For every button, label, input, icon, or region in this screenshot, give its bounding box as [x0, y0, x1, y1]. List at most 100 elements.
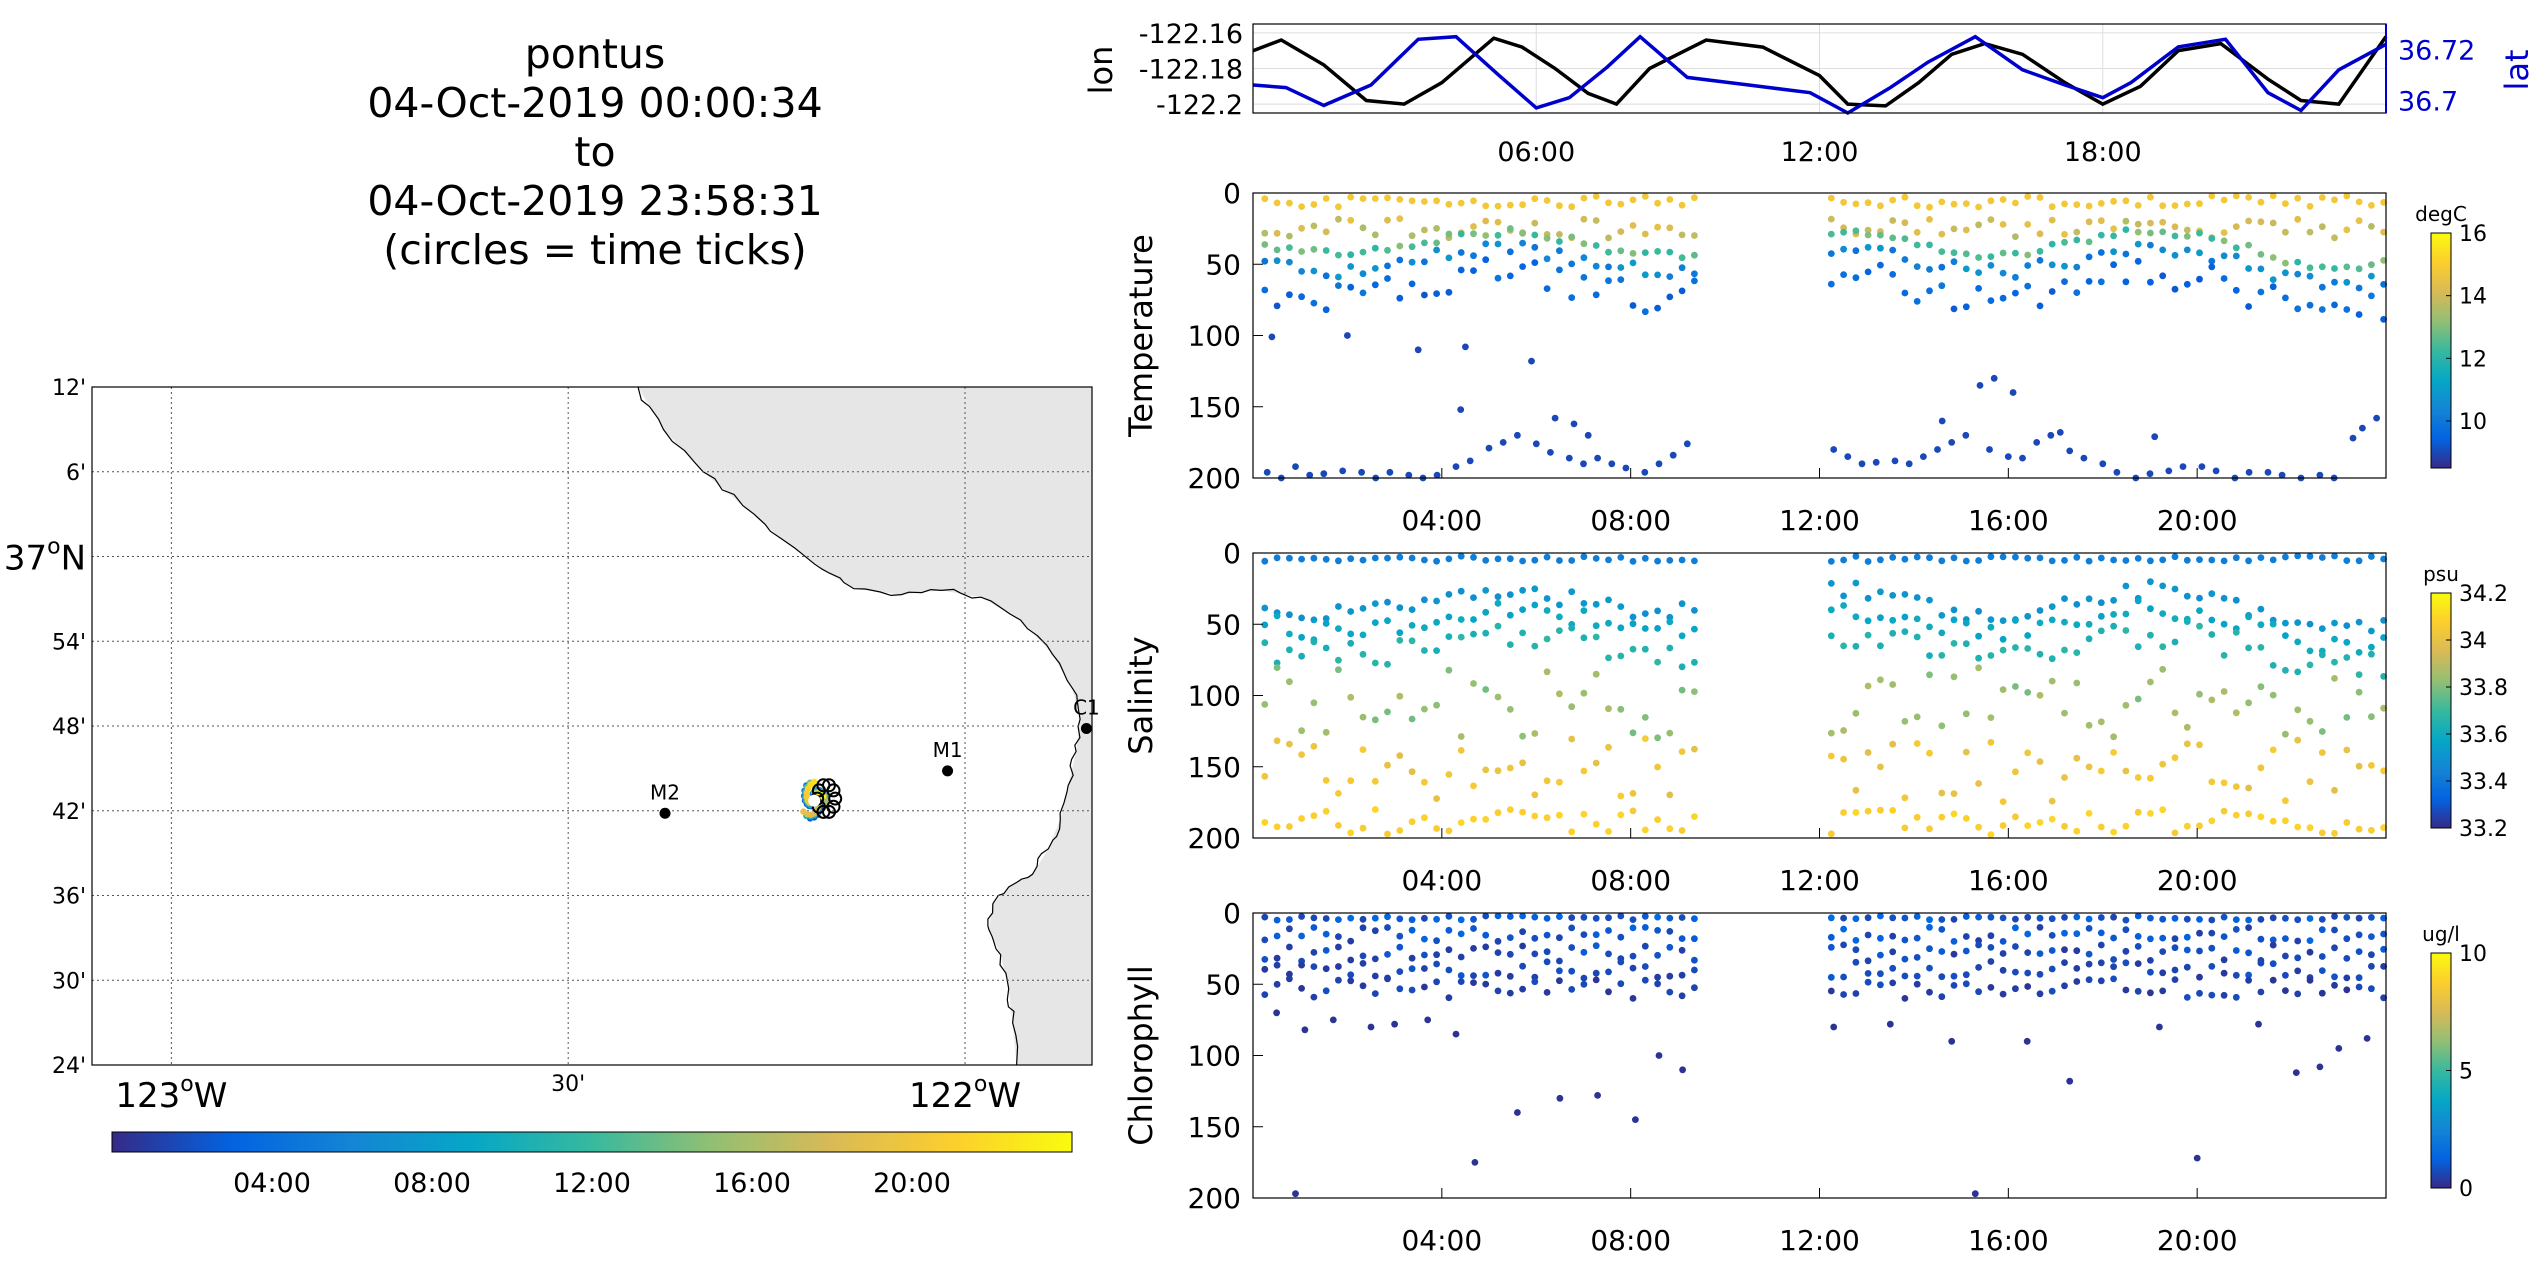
temperature-data-point	[1962, 265, 1970, 273]
temperature-data-point	[1408, 280, 1416, 288]
salinity-data-point	[1273, 659, 1281, 667]
temperature-data-point	[1666, 248, 1674, 256]
salinity-data-point	[1396, 604, 1404, 612]
chlorophyll-data-point	[2085, 915, 2093, 923]
salinity-data-point	[1384, 660, 1391, 668]
temperature-data-point	[2171, 202, 2179, 210]
salinity-data-point	[1926, 652, 1933, 659]
chlorophyll-data-point	[1666, 972, 1674, 980]
chlorophyll-data-point	[2282, 935, 2289, 942]
chlorophyll-data-point	[2282, 971, 2289, 979]
salinity-data-point	[1678, 632, 1686, 640]
temperature-data-point	[1678, 287, 1686, 295]
chlorophyll-data-point	[1261, 956, 1269, 963]
salinity-data-point	[2097, 554, 2105, 562]
salinity-data-point	[1864, 558, 1872, 565]
chlorophyll-data-point	[1926, 916, 1933, 924]
salinity-data-point	[1987, 553, 1995, 561]
chlorophyll-data-point	[1666, 988, 1674, 996]
chlorophyll-data-point	[1827, 914, 1835, 922]
salinity-plot-area	[1253, 553, 2386, 838]
salinity-data-point	[1359, 650, 1367, 658]
temperature-data-point	[2269, 283, 2277, 291]
temperature-data-point	[2331, 234, 2338, 242]
temperature-data-point	[1384, 275, 1391, 282]
temperature-data-point	[1683, 440, 1691, 448]
chlorophyll-data-point	[1827, 943, 1835, 951]
temperature-data-point	[1421, 226, 1428, 234]
temperature-data-point	[1371, 265, 1379, 272]
map-frame	[91, 386, 1093, 1066]
temperature-data-point	[1987, 216, 1995, 224]
chlorophyll-data-point	[1371, 914, 1379, 922]
salinity-data-point	[2269, 691, 2277, 699]
salinity-data-point	[1678, 556, 1686, 564]
salinity-data-point	[1335, 666, 1342, 674]
chlorophyll-data-point	[1514, 1109, 1521, 1116]
salinity-data-point	[1641, 610, 1649, 617]
chlorophyll-data-point	[1396, 932, 1404, 940]
salinity-data-point	[1273, 612, 1281, 620]
chlorophyll-data-point	[2048, 915, 2056, 923]
chlorophyll-data-point	[2097, 914, 2105, 921]
temperature-data-point	[1840, 245, 1847, 253]
salinity-data-point	[2306, 620, 2314, 628]
salinity-data-point	[2073, 649, 2081, 656]
salinity-data-point	[2208, 590, 2216, 598]
chlorophyll-data-point	[2048, 965, 2056, 973]
chlorophyll-data-point	[1971, 1190, 1979, 1198]
salinity-data-point	[1531, 556, 1539, 564]
salinity-data-point	[1531, 601, 1539, 609]
temperature-data-point	[2196, 200, 2203, 208]
temperature-data-point	[2183, 246, 2191, 254]
temperature-data-point	[2097, 249, 2105, 256]
temperature-data-point	[1570, 420, 1578, 428]
salinity-data-point	[2380, 673, 2388, 680]
chlorophyll-data-point	[2036, 924, 2044, 931]
temperature-data-point	[1592, 193, 1600, 200]
temperature-data-point	[1482, 232, 1490, 239]
chlorophyll-data-point	[2134, 987, 2142, 995]
chlorophyll-data-point	[2343, 986, 2351, 994]
temperature-data-point	[1261, 195, 1269, 203]
salinity-data-point	[2269, 556, 2277, 564]
salinity-data-point	[1666, 644, 1674, 652]
salinity-data-point	[2294, 638, 2302, 646]
chlorophyll-data-point	[1408, 986, 1416, 994]
chlorophyll-data-point	[2318, 989, 2326, 997]
temperature-data-point	[1306, 471, 1314, 479]
temperature-data-point	[2147, 219, 2154, 227]
temperature-data-point	[2159, 246, 2167, 254]
temperature-data-point	[2024, 221, 2032, 228]
salinity-data-point	[1691, 625, 1698, 633]
salinity-data-point	[1654, 557, 1661, 565]
salinity-data-point	[2122, 582, 2130, 590]
salinity-data-point	[2355, 825, 2363, 833]
chlorophyll-data-point	[2159, 987, 2167, 995]
temperature-data-point	[2269, 219, 2277, 227]
chlorophyll-data-point	[2245, 916, 2253, 924]
salinity-data-point	[1938, 652, 1946, 659]
salinity-data-point	[1568, 588, 1576, 596]
salinity-data-point	[2294, 668, 2302, 676]
salinity-data-point	[1286, 611, 1293, 619]
temperature-data-point	[1408, 232, 1416, 240]
temperature-data-point	[1543, 285, 1551, 292]
salinity-data-point	[1519, 557, 1526, 565]
temperature-data-point	[2368, 202, 2375, 209]
salinity-data-point	[2085, 810, 2093, 817]
temperature-data-point	[1654, 199, 1661, 207]
salinity-data-point	[2048, 655, 2056, 663]
salinity-data-point	[1629, 645, 1637, 653]
salinity-data-point	[2380, 704, 2388, 712]
salinity-data-point	[1457, 633, 1465, 641]
temperature-data-point	[1261, 286, 1269, 294]
salinity-data-point	[1384, 761, 1391, 769]
chlorophyll-axis-label: Chlorophyll	[1122, 965, 1160, 1145]
chlorophyll-data-point	[1506, 950, 1514, 958]
salinity-data-point	[1840, 755, 1847, 763]
chlorophyll-data-point	[1852, 937, 1860, 944]
temperature-data-point	[2257, 265, 2265, 273]
salinity-data-point	[2355, 688, 2363, 696]
